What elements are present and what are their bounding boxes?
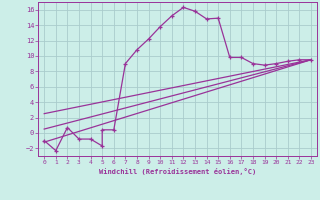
X-axis label: Windchill (Refroidissement éolien,°C): Windchill (Refroidissement éolien,°C) [99, 168, 256, 175]
